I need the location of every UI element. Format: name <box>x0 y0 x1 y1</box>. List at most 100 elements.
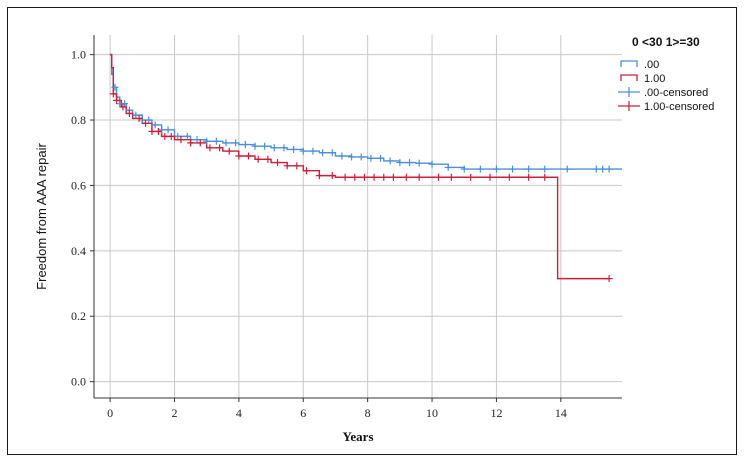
legend-item: 1.00-censored <box>618 101 714 113</box>
legend-item: 1.00 <box>620 73 665 85</box>
y-tick-label: 0.4 <box>71 244 86 258</box>
censor-mark <box>525 173 533 181</box>
censor-mark <box>206 144 214 152</box>
censor-mark <box>109 90 117 98</box>
censor-mark <box>415 159 423 167</box>
censor-mark <box>370 173 378 181</box>
censor-mark <box>509 165 517 173</box>
censor-mark <box>167 132 175 140</box>
censor-mark <box>245 152 253 160</box>
censor-mark <box>406 159 414 167</box>
legend-label: 1.00 <box>644 73 665 85</box>
censor-mark <box>193 136 201 144</box>
censor-mark <box>328 172 336 180</box>
censor-mark <box>434 173 442 181</box>
censor-mark <box>264 155 272 163</box>
censor-mark <box>290 145 298 153</box>
survival-curve-group-0 <box>110 53 622 170</box>
censor-mark <box>377 154 385 162</box>
censor-mark <box>396 159 404 167</box>
censor-mark <box>251 142 259 150</box>
censor-mark <box>380 173 388 181</box>
axes <box>90 35 622 402</box>
censor-mark <box>270 144 278 152</box>
censor-mark <box>486 173 494 181</box>
censor-mark <box>592 165 600 173</box>
censor-mark <box>183 132 191 140</box>
y-tick-label: 1.0 <box>71 48 86 62</box>
censor-mark <box>428 160 436 168</box>
censor-mark <box>302 167 310 175</box>
grid-lines <box>94 35 622 398</box>
censor-mark <box>254 155 262 163</box>
censor-mark <box>261 142 269 150</box>
censor-mark <box>164 126 172 134</box>
censor-mark <box>447 173 455 181</box>
censor-mark <box>525 165 533 173</box>
chart-frame: 0.0 0.2 0.4 0.6 0.8 1.0 0 2 4 6 8 10 12 14 Freedom f… <box>7 7 737 455</box>
x-tick-label: 2 <box>171 406 177 420</box>
x-tick-label: 14 <box>555 406 567 420</box>
legend-label: .00 <box>644 59 659 71</box>
censor-mark <box>232 139 240 147</box>
censor-mark <box>541 173 549 181</box>
censor-mark <box>145 116 153 124</box>
censor-mark <box>225 147 233 155</box>
censor-mark <box>187 139 195 147</box>
censor-mark <box>235 152 243 160</box>
censor-mark <box>203 137 211 145</box>
censor-mark <box>315 172 323 180</box>
censor-mark <box>563 165 571 173</box>
censor-mark <box>341 173 349 181</box>
censor-mark <box>599 165 607 173</box>
censor-mark <box>460 165 468 173</box>
censor-mark <box>274 159 282 167</box>
censor-mark <box>605 275 613 283</box>
censor-mark <box>125 109 133 117</box>
censor-mark <box>174 132 182 140</box>
x-tick-labels: 0 2 4 6 8 10 12 14 <box>107 406 567 420</box>
censor-mark <box>280 144 288 152</box>
legend-item: .00 <box>620 59 659 71</box>
legend-line-swatch <box>620 60 638 67</box>
censor-mark <box>216 144 224 152</box>
censor-mark <box>212 137 220 145</box>
censor-mark <box>113 96 121 104</box>
x-axis-label: Years <box>342 429 373 444</box>
censor-mark <box>119 103 127 111</box>
censor-mark <box>283 162 291 170</box>
censor-mark <box>158 126 166 134</box>
censor-mark <box>476 165 484 173</box>
censor-mark <box>338 152 346 160</box>
km-chart: 0.0 0.2 0.4 0.6 0.8 1.0 0 2 4 6 8 10 12 14 Freedom f… <box>34 35 714 444</box>
censor-mark <box>111 83 119 91</box>
x-tick-label: 6 <box>300 406 306 420</box>
censor-mark <box>360 173 368 181</box>
censor-mark <box>348 153 356 161</box>
censor-mark <box>505 173 513 181</box>
censor-mark <box>367 154 375 162</box>
censor-mark <box>151 121 159 129</box>
legend-label: .00-censored <box>644 87 708 99</box>
censor-mark <box>328 149 336 157</box>
censor-mark <box>148 127 156 135</box>
censor-mark <box>293 162 301 170</box>
survival-curve-group-1 <box>110 53 610 280</box>
censor-mark <box>135 114 143 122</box>
censor-mark <box>357 153 365 161</box>
censor-mark <box>132 111 140 119</box>
censor-mark <box>444 163 452 171</box>
censor-mark <box>309 147 317 155</box>
censor-mark <box>299 147 307 155</box>
censor-mark <box>142 119 150 127</box>
censor-mark <box>492 165 500 173</box>
censor-mark <box>154 127 162 135</box>
x-tick-label: 0 <box>107 406 113 420</box>
y-tick-label: 0.6 <box>71 178 86 192</box>
x-tick-label: 12 <box>490 406 502 420</box>
x-tick-label: 4 <box>236 406 242 420</box>
y-tick-label: 0.0 <box>71 375 86 389</box>
legend: 0 <30 1>=30 .00 1.00 .00-censored 1.00-cens… <box>618 35 714 113</box>
censor-mark <box>386 157 394 165</box>
legend-title: 0 <30 1>=30 <box>632 35 700 49</box>
